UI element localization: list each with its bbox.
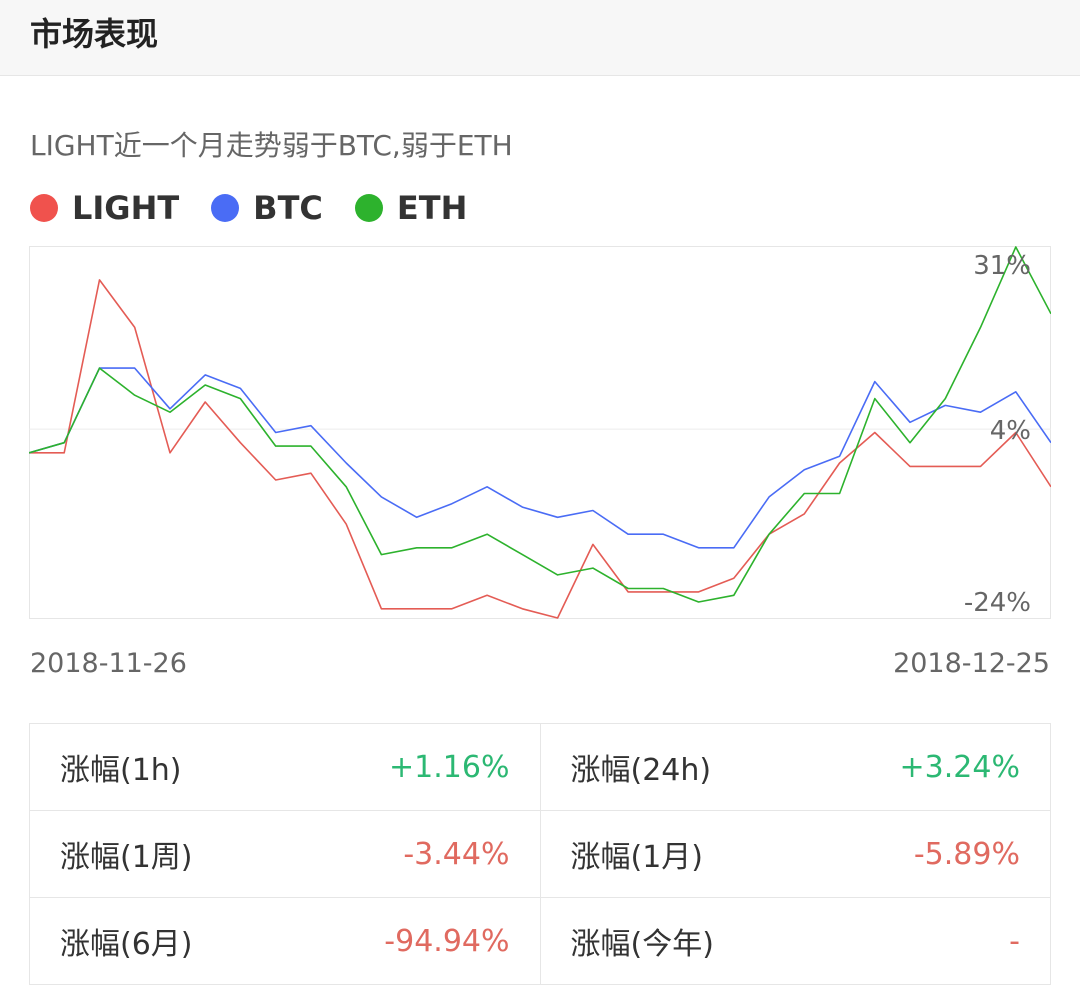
y-tick-label: 4%: [990, 416, 1031, 446]
stat-cell-1m: 涨幅(1月) -5.89%: [539, 811, 1051, 897]
legend-label-eth: ETH: [396, 189, 468, 227]
legend-item-light[interactable]: LIGHT: [30, 188, 179, 228]
series-line-light: [29, 279, 1051, 619]
legend-item-eth[interactable]: ETH: [354, 188, 468, 228]
series-line-btc: [29, 367, 1051, 549]
x-axis-end-date: 2018-12-25: [893, 648, 1050, 679]
stat-value: -94.94%: [384, 923, 510, 959]
stat-label: 涨幅(6月): [60, 927, 193, 962]
legend-label-btc: BTC: [253, 189, 323, 227]
y-tick-label: 31%: [973, 251, 1031, 281]
section-title: 市场表现: [30, 15, 159, 53]
price-trend-chart: 31% 4% -24%: [29, 246, 1051, 619]
stat-cell-6m: 涨幅(6月) -94.94%: [30, 898, 540, 984]
stat-value: -: [1009, 923, 1020, 959]
section-header: 市场表现: [0, 0, 1080, 76]
stat-cell-24h: 涨幅(24h) +3.24%: [539, 724, 1051, 810]
y-tick-label: -24%: [964, 588, 1031, 618]
stat-cell-1h: 涨幅(1h) +1.16%: [30, 724, 540, 810]
stat-value: +1.16%: [389, 749, 510, 785]
stat-value: +3.24%: [899, 749, 1020, 785]
chart-legend: LIGHT BTC ETH: [30, 186, 499, 230]
stat-label: 涨幅(今年): [570, 927, 714, 962]
trend-summary: LIGHT近一个月走势弱于BTC,弱于ETH: [30, 129, 513, 162]
stats-row: 涨幅(6月) -94.94% 涨幅(今年) -: [30, 898, 1050, 985]
stat-cell-1w: 涨幅(1周) -3.44%: [30, 811, 540, 897]
stats-table: 涨幅(1h) +1.16% 涨幅(24h) +3.24% 涨幅(1周) -3.4…: [29, 723, 1051, 985]
legend-dot-btc: [211, 194, 240, 222]
stat-value: -5.89%: [913, 836, 1020, 872]
legend-dot-eth: [354, 194, 383, 222]
stat-label: 涨幅(1月): [570, 840, 704, 875]
stat-label: 涨幅(1周): [60, 840, 193, 875]
stats-row: 涨幅(1周) -3.44% 涨幅(1月) -5.89%: [30, 811, 1050, 898]
stat-cell-ytd: 涨幅(今年) -: [539, 898, 1051, 984]
chart-frame: [29, 246, 1051, 619]
stat-label: 涨幅(1h): [60, 753, 182, 788]
stat-value: -3.44%: [403, 836, 510, 872]
legend-label-light: LIGHT: [72, 189, 180, 227]
stat-label: 涨幅(24h): [570, 753, 712, 788]
legend-item-btc[interactable]: BTC: [211, 188, 323, 228]
x-axis-start-date: 2018-11-26: [30, 648, 187, 679]
stats-row: 涨幅(1h) +1.16% 涨幅(24h) +3.24%: [30, 724, 1050, 811]
series-line-eth: [29, 246, 1051, 603]
legend-dot-light: [30, 194, 58, 222]
